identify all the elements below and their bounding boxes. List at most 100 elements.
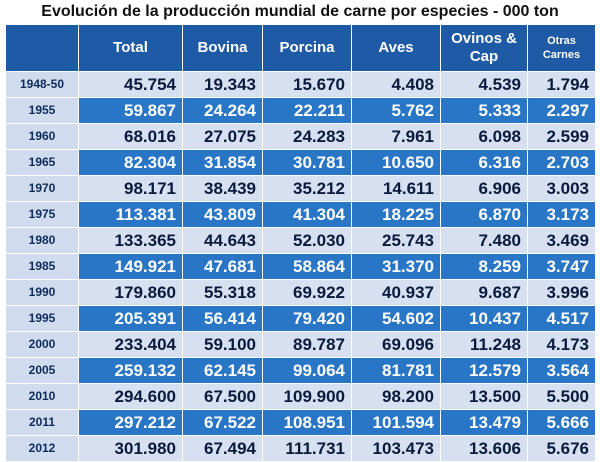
value-cell: 4.539 bbox=[440, 71, 528, 98]
value-cell: 5.762 bbox=[351, 97, 441, 124]
value-cell: 62.145 bbox=[182, 357, 263, 384]
year-cell: 1960 bbox=[5, 123, 79, 150]
year-cell: 1965 bbox=[5, 149, 79, 176]
value-cell: 81.781 bbox=[351, 357, 441, 384]
value-cell: 31.370 bbox=[351, 253, 441, 280]
value-cell: 19.343 bbox=[182, 71, 263, 98]
value-cell: 11.248 bbox=[440, 331, 528, 358]
value-cell: 5.500 bbox=[527, 383, 596, 410]
value-cell: 233.404 bbox=[78, 331, 183, 358]
value-cell: 69.922 bbox=[262, 279, 352, 306]
value-cell: 3.469 bbox=[527, 227, 596, 254]
column-header-label: Otras bbox=[547, 35, 576, 47]
value-cell: 101.594 bbox=[351, 409, 441, 436]
value-cell: 179.860 bbox=[78, 279, 183, 306]
year-cell: 2005 bbox=[5, 357, 79, 384]
value-cell: 149.921 bbox=[78, 253, 183, 280]
value-cell: 30.781 bbox=[262, 149, 352, 176]
value-cell: 12.579 bbox=[440, 357, 528, 384]
column-header-label: Ovinos & bbox=[451, 30, 517, 47]
value-cell: 2.297 bbox=[527, 97, 596, 124]
value-cell: 67.494 bbox=[182, 435, 263, 462]
column-header: Aves bbox=[351, 24, 441, 72]
table-row: 1995 205.391 56.414 79.420 54.602 10.437 4.517 bbox=[5, 305, 596, 332]
table-row: 2012 301.980 67.494 111.731 103.473 13.606 5.6… bbox=[5, 435, 596, 462]
table-row: 2011 297.212 67.522 108.951 101.594 13.479 5.6… bbox=[5, 409, 596, 436]
table-row: 1955 59.867 24.264 22.211 5.762 5.333 2.297 bbox=[5, 97, 596, 124]
value-cell: 3.996 bbox=[527, 279, 596, 306]
value-cell: 259.132 bbox=[78, 357, 183, 384]
value-cell: 22.211 bbox=[262, 97, 352, 124]
value-cell: 56.414 bbox=[182, 305, 263, 332]
value-cell: 69.096 bbox=[351, 331, 441, 358]
value-cell: 3.747 bbox=[527, 253, 596, 280]
column-header-label: Aves bbox=[378, 39, 414, 56]
table-row: 1980 133.365 44.643 52.030 25.743 7.480 3.469 bbox=[5, 227, 596, 254]
year-cell: 1970 bbox=[5, 175, 79, 202]
value-cell: 24.264 bbox=[182, 97, 263, 124]
value-cell: 301.980 bbox=[78, 435, 183, 462]
year-cell: 2000 bbox=[5, 331, 79, 358]
value-cell: 47.681 bbox=[182, 253, 263, 280]
value-cell: 4.173 bbox=[527, 331, 596, 358]
value-cell: 41.304 bbox=[262, 201, 352, 228]
value-cell: 3.003 bbox=[527, 175, 596, 202]
table-row: 1965 82.304 31.854 30.781 10.650 6.316 2.703 bbox=[5, 149, 596, 176]
year-cell: 2011 bbox=[5, 409, 79, 436]
value-cell: 35.212 bbox=[262, 175, 352, 202]
table-row: 1985 149.921 47.681 58.864 31.370 8.259 3.747 bbox=[5, 253, 596, 280]
value-cell: 103.473 bbox=[351, 435, 441, 462]
value-cell: 25.743 bbox=[351, 227, 441, 254]
value-cell: 68.016 bbox=[78, 123, 183, 150]
value-cell: 67.522 bbox=[182, 409, 263, 436]
value-cell: 7.480 bbox=[440, 227, 528, 254]
year-cell: 1948-50 bbox=[5, 71, 79, 98]
value-cell: 3.564 bbox=[527, 357, 596, 384]
value-cell: 294.600 bbox=[78, 383, 183, 410]
table-header-row: Total Bovina Porcina Aves Ovinos & Cap Otras Ca… bbox=[5, 24, 596, 72]
value-cell: 10.437 bbox=[440, 305, 528, 332]
value-cell: 2.703 bbox=[527, 149, 596, 176]
value-cell: 38.439 bbox=[182, 175, 263, 202]
value-cell: 58.864 bbox=[262, 253, 352, 280]
value-cell: 6.906 bbox=[440, 175, 528, 202]
year-cell: 1990 bbox=[5, 279, 79, 306]
value-cell: 6.870 bbox=[440, 201, 528, 228]
value-cell: 89.787 bbox=[262, 331, 352, 358]
value-cell: 13.500 bbox=[440, 383, 528, 410]
column-header: Total bbox=[78, 24, 183, 72]
table-row: 2010 294.600 67.500 109.900 98.200 13.500 5.50… bbox=[5, 383, 596, 410]
value-cell: 3.173 bbox=[527, 201, 596, 228]
value-cell: 98.200 bbox=[351, 383, 441, 410]
value-cell: 55.318 bbox=[182, 279, 263, 306]
value-cell: 113.381 bbox=[78, 201, 183, 228]
header-corner-cell bbox=[5, 24, 79, 72]
value-cell: 15.670 bbox=[262, 71, 352, 98]
value-cell: 59.867 bbox=[78, 97, 183, 124]
value-cell: 98.171 bbox=[78, 175, 183, 202]
column-header: Bovina bbox=[182, 24, 263, 72]
value-cell: 2.599 bbox=[527, 123, 596, 150]
year-cell: 1985 bbox=[5, 253, 79, 280]
column-header: Otras Carnes bbox=[527, 24, 596, 72]
value-cell: 59.100 bbox=[182, 331, 263, 358]
value-cell: 44.643 bbox=[182, 227, 263, 254]
value-cell: 27.075 bbox=[182, 123, 263, 150]
value-cell: 4.517 bbox=[527, 305, 596, 332]
table-row: 1960 68.016 27.075 24.283 7.961 6.098 2.599 bbox=[5, 123, 596, 150]
column-header: Porcina bbox=[262, 24, 352, 72]
value-cell: 24.283 bbox=[262, 123, 352, 150]
value-cell: 111.731 bbox=[262, 435, 352, 462]
value-cell: 109.900 bbox=[262, 383, 352, 410]
table-row: 2000 233.404 59.100 89.787 69.096 11.248 4.173 bbox=[5, 331, 596, 358]
value-cell: 45.754 bbox=[78, 71, 183, 98]
table-row: 1990 179.860 55.318 69.922 40.937 9.687 3.996 bbox=[5, 279, 596, 306]
value-cell: 9.687 bbox=[440, 279, 528, 306]
value-cell: 10.650 bbox=[351, 149, 441, 176]
column-header-label: Porcina bbox=[279, 39, 335, 56]
value-cell: 13.606 bbox=[440, 435, 528, 462]
value-cell: 5.666 bbox=[527, 409, 596, 436]
column-header-label: Carnes bbox=[542, 49, 581, 61]
value-cell: 1.794 bbox=[527, 71, 596, 98]
value-cell: 18.225 bbox=[351, 201, 441, 228]
